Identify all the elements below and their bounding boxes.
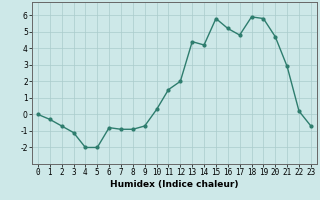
X-axis label: Humidex (Indice chaleur): Humidex (Indice chaleur)	[110, 180, 239, 189]
